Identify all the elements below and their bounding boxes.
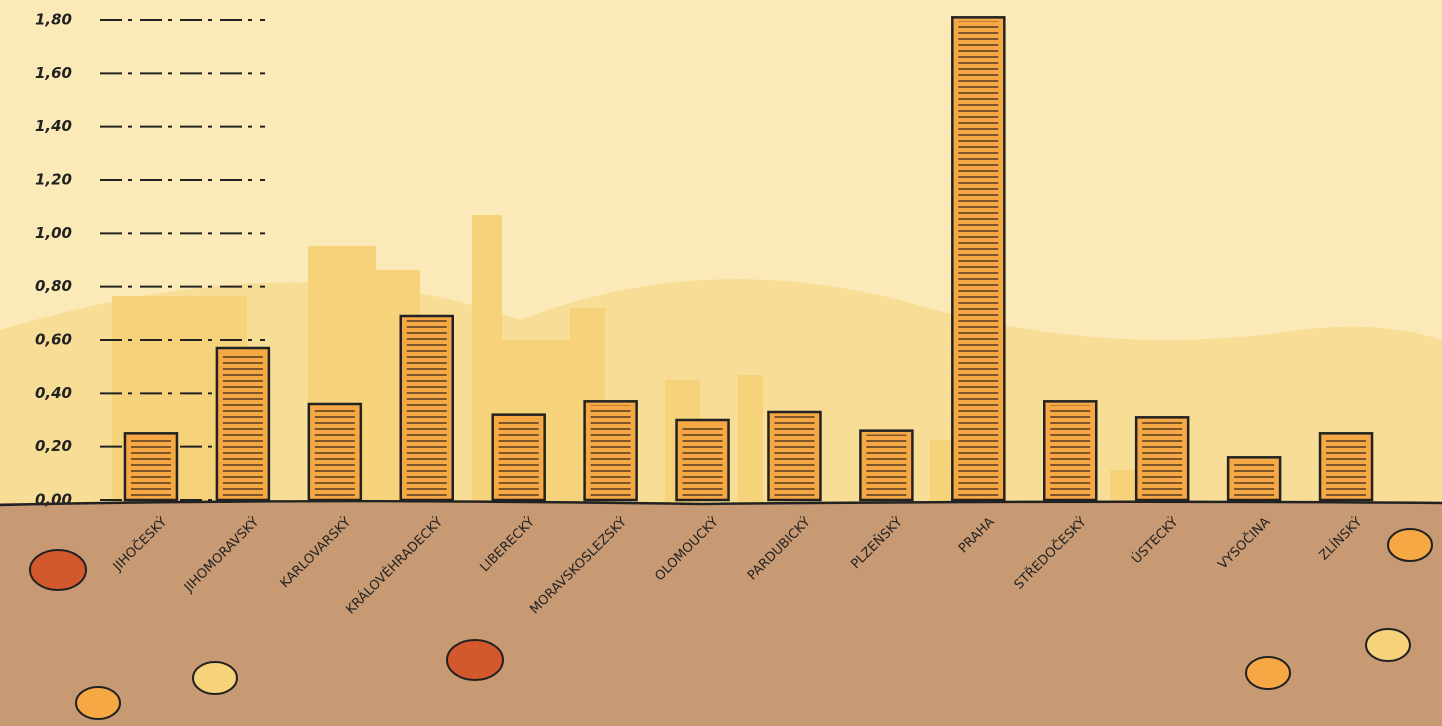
bar-texture <box>406 320 447 498</box>
bar-texture <box>866 434 907 498</box>
bar-texture <box>682 424 723 498</box>
bar-texture <box>590 405 631 498</box>
bar-texture <box>774 416 815 498</box>
y-tick-label: 1,20 <box>35 171 72 189</box>
y-tick-label: 0,60 <box>35 331 72 349</box>
y-tick-label: 0,20 <box>35 437 72 455</box>
y-tick-label: 1,00 <box>35 224 72 242</box>
y-tick-label: 0,00 <box>35 491 72 509</box>
bar-texture <box>222 352 263 498</box>
decoration <box>29 528 1433 720</box>
y-tick-label: 0,40 <box>35 384 72 402</box>
bar-texture <box>958 21 999 498</box>
y-tick-label: 1,60 <box>35 64 72 82</box>
bar-texture <box>1326 437 1367 498</box>
y-tick-label: 1,80 <box>35 11 72 29</box>
y-tick-label: 1,40 <box>35 117 72 135</box>
bar-texture <box>130 437 171 498</box>
bar-texture <box>1234 461 1275 498</box>
bar-texture <box>1142 421 1183 498</box>
y-tick-label: 0,80 <box>35 277 72 295</box>
bar-texture <box>498 418 539 498</box>
bar-texture <box>1050 405 1091 498</box>
bar-texture <box>314 408 355 498</box>
